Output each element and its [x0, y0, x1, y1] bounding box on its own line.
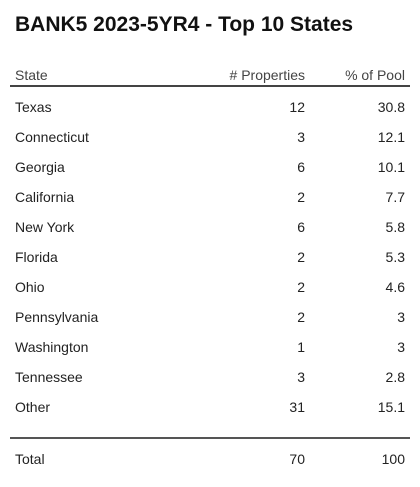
row-properties: 6 [297, 159, 305, 175]
row-properties: 31 [289, 399, 305, 415]
table-row: California 2 7.7 [10, 187, 410, 217]
row-state: Texas [15, 99, 52, 115]
table-row: Washington 1 3 [10, 337, 410, 367]
row-pct-of-pool: 5.3 [385, 249, 405, 265]
row-pct-of-pool: 5.8 [385, 219, 405, 235]
row-pct-of-pool: 30.8 [377, 99, 405, 115]
row-properties: 12 [289, 99, 305, 115]
table-row: Connecticut 3 12.1 [10, 127, 410, 157]
row-properties: 2 [297, 279, 305, 295]
header-state: State [15, 67, 48, 83]
table-body: Texas 12 30.8 Connecticut 3 12.1 Georgia 6 10.1 C… [10, 87, 410, 427]
row-properties: 1 [297, 339, 305, 355]
table-row: Tennessee 3 2.8 [10, 367, 410, 397]
row-state: Georgia [15, 159, 65, 175]
chart-title: BANK5 2023-5YR4 - Top 10 States [15, 13, 354, 36]
row-pct-of-pool: 3 [397, 339, 405, 355]
row-properties: 6 [297, 219, 305, 235]
row-state: Pennsylvania [15, 309, 99, 325]
row-state: Other [15, 399, 51, 415]
row-pct-of-pool: 12.1 [377, 129, 405, 145]
row-properties: 2 [297, 249, 305, 265]
row-state: California [15, 189, 75, 205]
states-table: State # Properties % of Pool Texas 12 30.8… [10, 65, 410, 479]
row-state: Florida [15, 249, 58, 265]
total-label: Total [15, 451, 45, 467]
table-header: State # Properties % of Pool [10, 65, 410, 87]
row-state: Ohio [15, 279, 45, 295]
row-pct-of-pool: 3 [397, 309, 405, 325]
row-properties: 2 [297, 189, 305, 205]
table-row: Florida 2 5.3 [10, 247, 410, 277]
row-pct-of-pool: 15.1 [377, 399, 405, 415]
row-state: Tennessee [15, 369, 83, 385]
header-properties: # Properties [229, 67, 305, 83]
total-pct: 100 [381, 451, 405, 467]
table-row: New York 6 5.8 [10, 217, 410, 247]
row-properties: 3 [297, 369, 305, 385]
row-pct-of-pool: 4.6 [385, 279, 405, 295]
table-row: Ohio 2 4.6 [10, 277, 410, 307]
row-state: Washington [15, 339, 89, 355]
table-row: Georgia 6 10.1 [10, 157, 410, 187]
row-state: New York [15, 219, 75, 235]
row-properties: 3 [297, 129, 305, 145]
table-row: Other 31 15.1 [10, 397, 410, 427]
header-pct-of-pool: % of Pool [345, 67, 405, 83]
table-row: Pennsylvania 2 3 [10, 307, 410, 337]
table-row: Texas 12 30.8 [10, 97, 410, 127]
row-properties: 2 [297, 309, 305, 325]
row-pct-of-pool: 10.1 [377, 159, 405, 175]
row-state: Connecticut [15, 129, 89, 145]
total-divider [10, 427, 410, 439]
row-pct-of-pool: 7.7 [385, 189, 405, 205]
total-row: Total 70 100 [10, 449, 410, 479]
total-properties: 70 [289, 451, 305, 467]
row-pct-of-pool: 2.8 [385, 369, 405, 385]
